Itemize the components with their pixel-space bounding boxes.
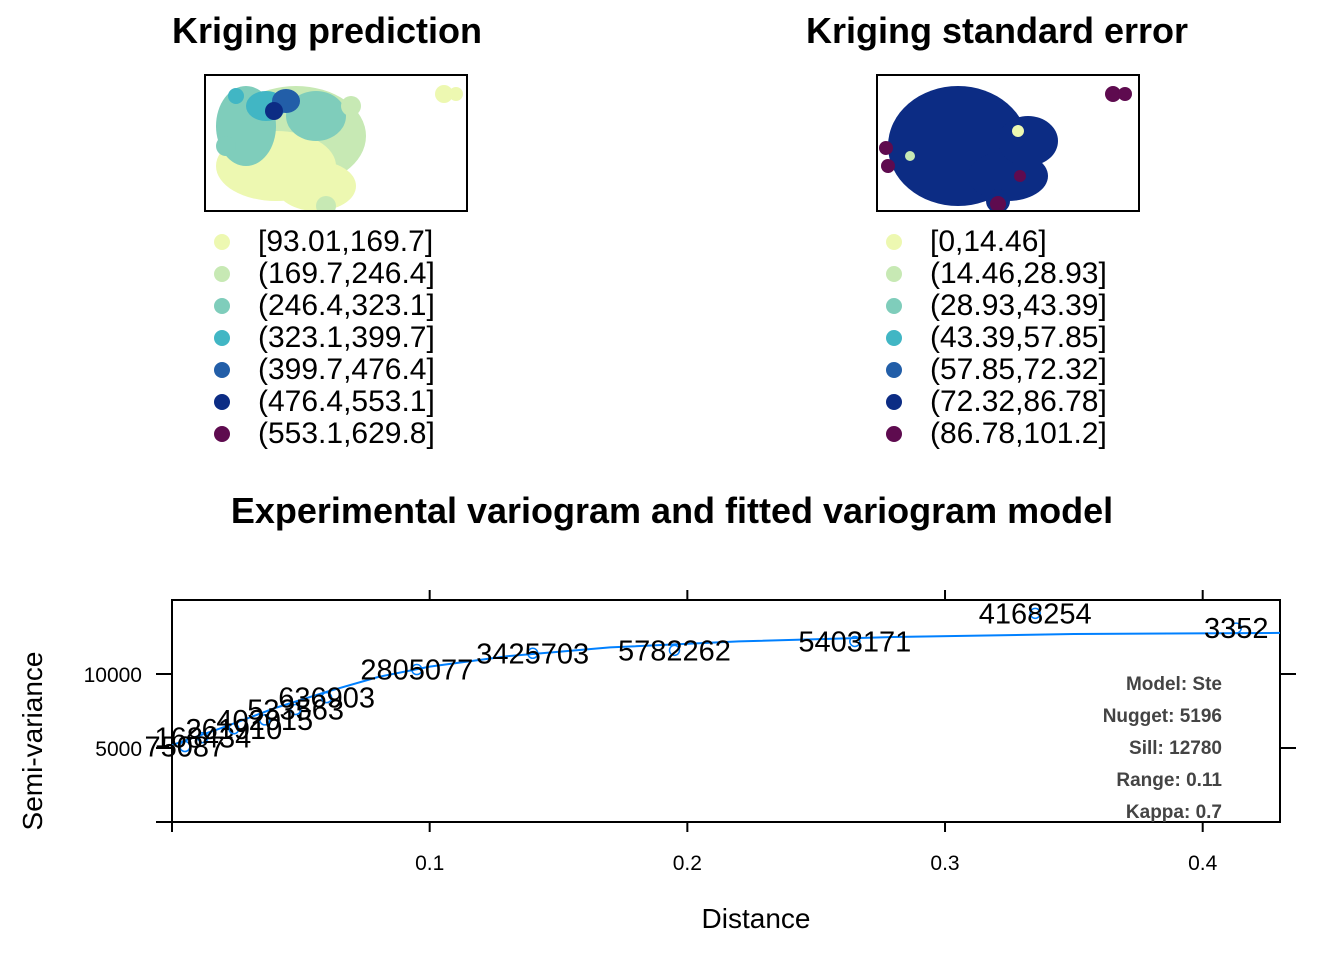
prediction-map-svg [216, 85, 463, 210]
legend-item: (57.85,72.32] [880, 353, 1107, 386]
prediction-legend: [93.01,169.7] (169.7,246.4] (246.4,323.1… [208, 225, 435, 450]
variogram-point [849, 635, 861, 648]
y-tick-label: 10000 [84, 664, 142, 687]
legend-dot-icon [886, 426, 902, 442]
legend-item: (28.93,43.39] [880, 289, 1107, 322]
x-tick-label: 0.1 [415, 852, 444, 875]
variogram-chart: 0.1 0.2 0.3 0.4 5000 10000 Distance Semi-varian… [17, 590, 1296, 934]
legend-item: (14.46,28.93] [880, 257, 1107, 290]
y-axis-label: Semi-variance [17, 652, 48, 831]
legend-dot-icon [886, 362, 902, 378]
legend-label: (476.4,553.1] [258, 385, 435, 418]
legend-item: (43.39,57.85] [880, 321, 1107, 354]
legend-dot-icon [214, 362, 230, 378]
x-tick-label: 0.2 [673, 852, 702, 875]
legend-label: [0,14.46] [930, 225, 1047, 258]
legend-item: [0,14.46] [880, 225, 1107, 258]
legend-label: (399.7,476.4] [258, 353, 435, 386]
legend-item: (169.7,246.4] [208, 257, 435, 290]
model-annotation: Kappa: 0.7 [1126, 802, 1222, 823]
standard-error-point-cloud [879, 86, 1132, 210]
variogram-point [526, 647, 539, 660]
legend-dot-icon [214, 394, 230, 410]
prediction-point-cloud [216, 85, 463, 210]
variogram-point [197, 731, 209, 744]
legend-item: (72.32,86.78] [880, 385, 1107, 418]
legend-dot-icon [886, 234, 902, 250]
variogram-point [668, 644, 681, 657]
legend-dot-icon [214, 330, 230, 346]
point-count-label: 3425703 [476, 638, 589, 670]
legend-dot-icon [886, 298, 902, 314]
point-count-label: 402015 [216, 705, 313, 737]
legend-label: (28.93,43.39] [930, 289, 1107, 322]
legend-item: (553.1,629.8] [208, 417, 435, 450]
model-annotation: Sill: 12780 [1129, 738, 1222, 759]
legend-label: (86.78,101.2] [930, 417, 1107, 450]
variogram-point [411, 663, 423, 676]
legend-label: (14.46,28.93] [930, 257, 1107, 290]
point-count-label: 261910 [185, 714, 282, 746]
legend-item: [93.01,169.7] [208, 225, 435, 258]
model-annotation: Range: 0.11 [1116, 770, 1222, 791]
model-curve [171, 631, 1281, 747]
legend-label: (43.39,57.85] [930, 321, 1107, 354]
standard-error-map [876, 74, 1140, 212]
legend-dot-icon [214, 298, 230, 314]
variogram-point [289, 703, 302, 716]
point-count-label: 75087 [145, 732, 226, 764]
point-count-label: 5782262 [618, 635, 731, 667]
variogram-point [1029, 607, 1041, 620]
model-annotation: Model: Ste [1126, 674, 1222, 695]
x-tick-label: 0.3 [930, 852, 959, 875]
x-tick-label: 0.4 [1188, 852, 1218, 875]
point-count-label: 168434 [155, 723, 252, 755]
legend-item: (86.78,101.2] [880, 417, 1107, 450]
legend-item: (246.4,323.1] [208, 289, 435, 322]
legend-dot-icon [886, 394, 902, 410]
legend-dot-icon [886, 266, 902, 282]
variogram-point [320, 691, 333, 704]
point-count-label: 533563 [247, 695, 344, 727]
point-count-label: 5403171 [798, 626, 911, 658]
legend-label: (72.32,86.78] [930, 385, 1107, 418]
legend-dot-icon [214, 426, 230, 442]
point-count-label: 636903 [278, 683, 375, 715]
legend-label: (553.1,629.8] [258, 417, 435, 450]
legend-item: (476.4,553.1] [208, 385, 435, 418]
legend-item: (323.1,399.7] [208, 321, 435, 354]
variogram-point [1230, 622, 1242, 634]
left-map-title: Kriging prediction [172, 10, 482, 51]
model-annotation: Nugget: 5196 [1103, 706, 1222, 727]
standard-error-map-svg [879, 86, 1132, 210]
variogram-point [259, 714, 271, 726]
variogram-point [228, 723, 240, 735]
prediction-map [204, 74, 468, 212]
legend-dot-icon [886, 330, 902, 346]
point-count-label: 3352 [1204, 613, 1269, 645]
x-axis-label: Distance [702, 903, 811, 934]
point-count-label: 4168254 [979, 598, 1092, 630]
right-map-title: Kriging standard error [806, 10, 1189, 51]
legend-dot-icon [214, 234, 230, 250]
legend-dot-icon [214, 266, 230, 282]
legend-label: [93.01,169.7] [258, 225, 434, 258]
point-count-label: 2805077 [360, 655, 473, 687]
legend-label: (169.7,246.4] [258, 257, 435, 290]
standard-error-legend: [0,14.46] (14.46,28.93] (28.93,43.39] (4… [880, 225, 1107, 450]
legend-label: (57.85,72.32] [930, 353, 1107, 386]
y-tick-label: 5000 [95, 738, 142, 761]
legend-item: (399.7,476.4] [208, 353, 435, 386]
legend-label: (323.1,399.7] [258, 321, 435, 354]
legend-label: (246.4,323.1] [258, 289, 435, 322]
variogram-title: Experimental variogram and fitted variog… [230, 490, 1114, 531]
variogram-point [179, 740, 191, 753]
